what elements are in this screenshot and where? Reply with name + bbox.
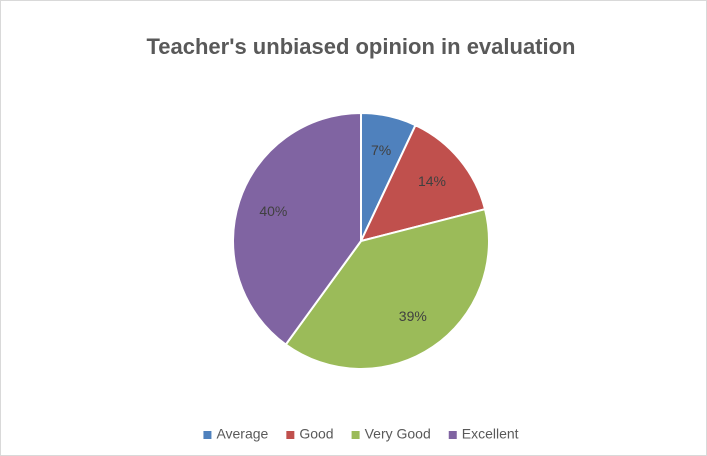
data-label: 40% — [259, 203, 287, 219]
pie-slice — [359, 123, 487, 243]
pie-slice — [232, 111, 362, 346]
legend-swatch — [448, 431, 457, 439]
legend-label: Very Good — [365, 426, 431, 442]
legend-label: Average — [216, 426, 268, 442]
legend-swatch — [203, 431, 212, 439]
legend-swatch — [351, 431, 360, 439]
legend-label: Excellent — [462, 426, 519, 442]
pie-slice — [284, 207, 490, 370]
legend-swatch — [286, 431, 295, 439]
chart-title: Teacher's unbiased opinion in evaluation — [146, 34, 575, 59]
data-label: 39% — [399, 308, 427, 324]
legend-label: Good — [299, 426, 333, 442]
data-label: 7% — [371, 142, 391, 158]
data-label: 14% — [418, 173, 446, 189]
